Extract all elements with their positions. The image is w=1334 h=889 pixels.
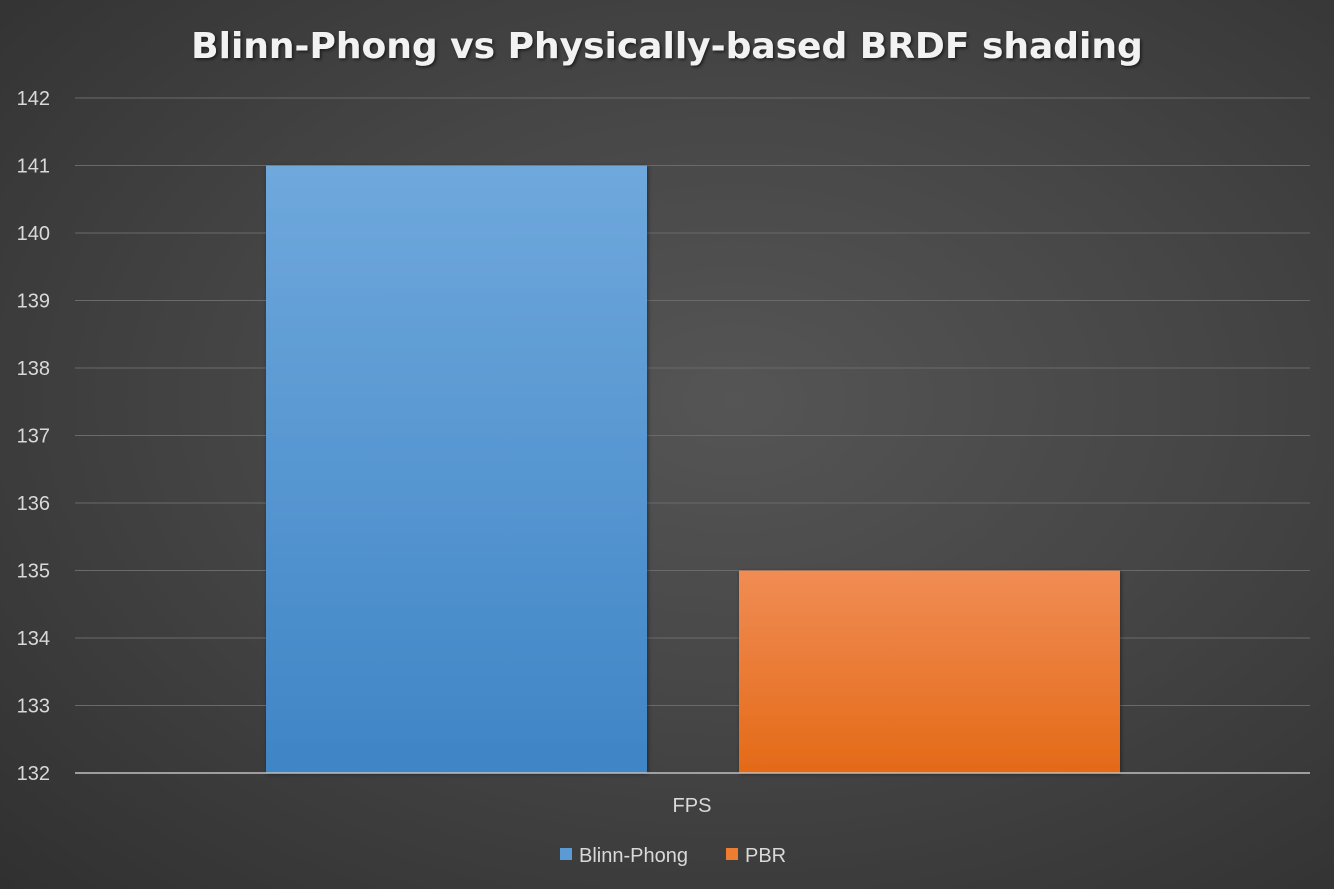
y-tick-label: 133: [17, 696, 50, 718]
x-axis-category-label: FPS: [673, 795, 712, 817]
legend-label-pbr: PBR: [745, 845, 786, 867]
y-tick-label: 141: [17, 156, 50, 178]
y-tick-label: 137: [17, 426, 50, 448]
legend-label-blinn-phong: Blinn-Phong: [579, 845, 688, 867]
y-tick-label: 135: [17, 561, 50, 583]
y-tick-label: 136: [17, 493, 50, 515]
bar-blinn-phong: [266, 165, 647, 773]
bar-pbr: [739, 570, 1120, 773]
y-axis-tick-labels: 132 133 134 135 136 137 138 139 140 141 142: [17, 88, 50, 785]
chart-title: Blinn-Phong vs Physically-based BRDF sha…: [191, 26, 1143, 67]
legend-swatch-pbr: [726, 848, 738, 860]
y-tick-label: 134: [17, 628, 50, 650]
y-tick-label: 132: [17, 763, 50, 785]
y-tick-label: 138: [17, 358, 50, 380]
bars: [266, 165, 1120, 773]
y-tick-label: 140: [17, 223, 50, 245]
y-tick-label: 139: [17, 291, 50, 313]
gridlines: [75, 97, 1310, 706]
y-tick-label: 142: [17, 88, 50, 110]
legend-swatch-blinn-phong: [560, 848, 572, 860]
legend: Blinn-Phong PBR: [560, 845, 786, 867]
